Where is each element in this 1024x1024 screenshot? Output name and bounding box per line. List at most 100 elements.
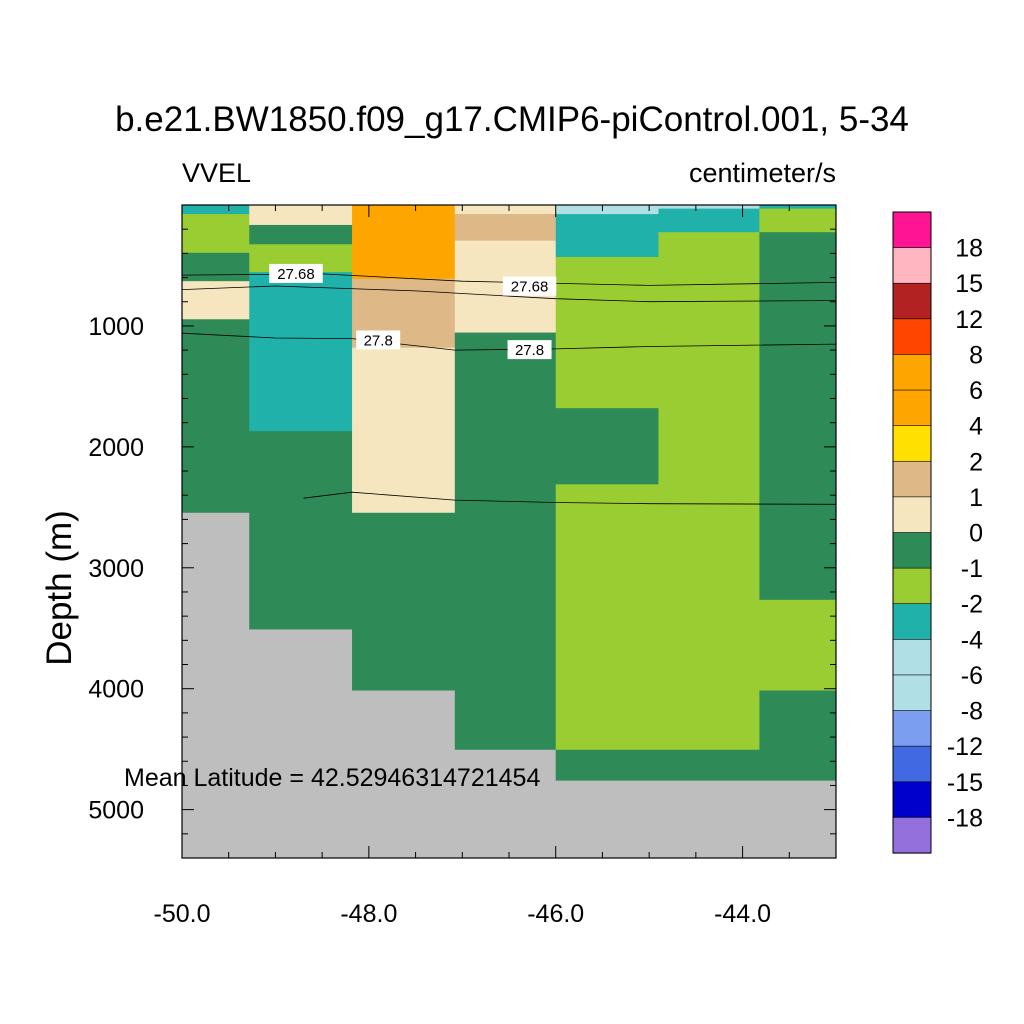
colorbar-swatch bbox=[892, 781, 932, 818]
chart-title: b.e21.BW1850.f09_g17.CMIP6-piControl.001… bbox=[115, 100, 909, 139]
data-cells bbox=[182, 205, 837, 859]
contour-line bbox=[181, 285, 837, 303]
colorbar-border bbox=[892, 211, 932, 854]
colorbar-label: -6 bbox=[961, 662, 983, 690]
contour-label: 27.68 bbox=[277, 266, 315, 283]
colorbar-swatch bbox=[892, 532, 932, 569]
colorbar-label: 6 bbox=[969, 377, 983, 405]
colorbar-swatch bbox=[892, 425, 932, 462]
colorbar-swatch bbox=[892, 354, 932, 391]
colorbar-swatch bbox=[892, 282, 932, 320]
land-cell bbox=[658, 780, 760, 859]
units-label: centimeter/s bbox=[688, 158, 836, 188]
velocity-cell bbox=[555, 256, 659, 409]
land-cell bbox=[352, 690, 456, 859]
contour-label: 27.8 bbox=[364, 332, 393, 349]
contour-label: 27.8 bbox=[515, 342, 544, 359]
contour-line bbox=[181, 332, 837, 351]
velocity-cell bbox=[555, 749, 659, 782]
x-axis-ticks: -50.0 -48.0 -46.0 -44.0 bbox=[154, 205, 790, 928]
y-axis-ticks: 1000 2000 3000 4000 5000 bbox=[88, 228, 836, 859]
velocity-cell bbox=[182, 205, 250, 215]
velocity-cell bbox=[249, 272, 353, 432]
colorbar-swatch bbox=[892, 318, 932, 356]
contour-line bbox=[303, 491, 837, 505]
velocity-cell bbox=[759, 690, 837, 782]
colorbar-swatch bbox=[892, 817, 932, 854]
land-cell bbox=[555, 780, 659, 859]
velocity-cell bbox=[182, 214, 250, 254]
colorbar-label: -1 bbox=[961, 555, 983, 583]
velocity-cell bbox=[555, 484, 659, 751]
velocity-cell bbox=[352, 347, 456, 514]
colorbar-label: 2 bbox=[969, 448, 983, 476]
colorbar-swatch bbox=[892, 745, 932, 783]
land-cell bbox=[454, 749, 557, 859]
colorbar-swatch bbox=[892, 247, 932, 284]
velocity-cell bbox=[249, 205, 353, 226]
colorbar-swatch bbox=[892, 603, 932, 640]
mean-latitude-annotation: Mean Latitude = 42.52946314721454 bbox=[124, 764, 541, 792]
velocity-cell bbox=[249, 431, 353, 630]
variable-name: VVEL bbox=[182, 158, 252, 188]
colorbar-label: -2 bbox=[961, 591, 983, 619]
y-axis-label: Depth (m) bbox=[40, 510, 79, 666]
y-tick-label: 2000 bbox=[88, 434, 144, 462]
velocity-cell bbox=[352, 512, 456, 692]
x-tick-label: -50.0 bbox=[154, 900, 211, 928]
x-tick-label: -48.0 bbox=[340, 900, 397, 928]
velocity-cell bbox=[249, 224, 353, 245]
contour-label-box bbox=[502, 276, 557, 296]
velocity-cell bbox=[454, 205, 557, 215]
colorbar-swatch bbox=[892, 674, 932, 712]
velocity-cell bbox=[759, 232, 837, 601]
velocity-cell bbox=[182, 252, 250, 282]
velocity-cell bbox=[658, 208, 760, 233]
colorbar-label: 8 bbox=[969, 341, 983, 369]
colorbar-label: 15 bbox=[955, 270, 983, 298]
colorbar-swatch bbox=[892, 710, 932, 747]
land-cell bbox=[249, 629, 353, 859]
colorbar-label: -4 bbox=[961, 626, 983, 654]
colorbar-swatch bbox=[892, 389, 932, 427]
y-tick-label: 5000 bbox=[88, 797, 144, 825]
velocity-cell bbox=[454, 214, 557, 242]
contour-label: 27.68 bbox=[511, 279, 549, 296]
x-tick-label: -44.0 bbox=[714, 900, 771, 928]
velocity-cell bbox=[182, 319, 250, 514]
colorbar-label: -18 bbox=[947, 804, 983, 832]
colorbar-label: 4 bbox=[969, 413, 983, 441]
land-cell bbox=[182, 512, 250, 859]
colorbar-label: 1 bbox=[969, 484, 983, 512]
colorbar-label: -8 bbox=[961, 698, 983, 726]
velocity-cell bbox=[759, 205, 837, 210]
velocity-cell bbox=[182, 281, 250, 320]
land-cell bbox=[759, 780, 837, 859]
contour-label-box bbox=[356, 330, 401, 350]
velocity-cell bbox=[555, 214, 659, 258]
y-tick-label: 3000 bbox=[88, 555, 144, 583]
colorbar-swatch bbox=[892, 211, 932, 249]
velocity-cell bbox=[759, 599, 837, 692]
colorbar-swatch bbox=[892, 567, 932, 605]
velocity-cell bbox=[555, 408, 659, 485]
velocity-cell bbox=[454, 332, 557, 751]
colorbar-label: 0 bbox=[969, 520, 983, 548]
contour-label-box bbox=[507, 340, 552, 360]
density-contours: 27.68 27.68 27.8 27.8 bbox=[181, 263, 837, 505]
colorbar-label: 18 bbox=[955, 235, 983, 263]
colorbar-label: -15 bbox=[947, 769, 983, 797]
velocity-cell bbox=[658, 232, 760, 751]
contour-label-box bbox=[269, 263, 323, 283]
velocity-cell bbox=[759, 208, 837, 233]
y-tick-label: 4000 bbox=[88, 676, 144, 704]
velocity-cell bbox=[658, 205, 760, 210]
velocity-cell bbox=[352, 205, 456, 280]
colorbar-swatch bbox=[892, 639, 932, 676]
colorbar-swatch bbox=[892, 496, 932, 534]
y-tick-label: 1000 bbox=[88, 313, 144, 341]
velocity-cell bbox=[658, 749, 760, 782]
x-tick-label: -46.0 bbox=[527, 900, 584, 928]
colorbar-label: -12 bbox=[947, 733, 983, 761]
